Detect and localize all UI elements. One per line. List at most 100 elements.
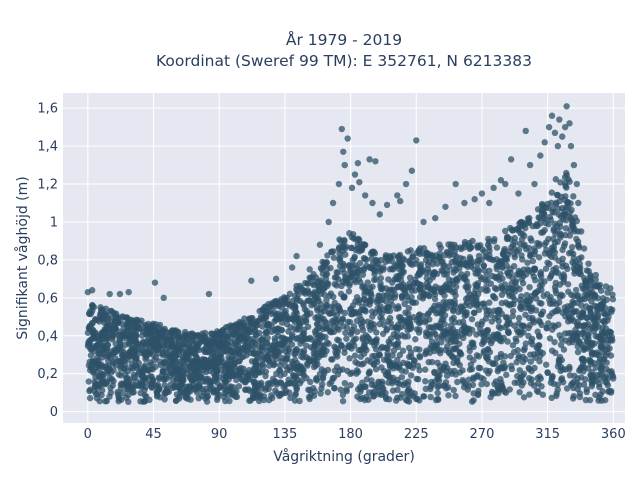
data-point (363, 376, 371, 383)
data-point (386, 293, 393, 301)
data-point (126, 341, 133, 348)
data-point (574, 322, 581, 329)
data-point (398, 367, 405, 374)
data-point (573, 308, 580, 315)
outlier-point (116, 290, 124, 298)
x-tick-label: 225 (404, 427, 429, 442)
data-point (94, 357, 101, 365)
data-point (125, 352, 132, 360)
data-point (428, 342, 435, 350)
outlier-point (570, 161, 578, 169)
data-point (85, 310, 93, 317)
data-point (318, 381, 326, 388)
data-point (491, 380, 498, 388)
outlier-point (272, 275, 280, 283)
data-point (557, 179, 564, 186)
data-point (217, 366, 225, 374)
data-point (493, 331, 501, 338)
data-point (604, 374, 612, 382)
data-point (405, 310, 412, 317)
data-point (293, 326, 301, 333)
data-point (396, 351, 404, 359)
data-point (314, 351, 321, 359)
data-point (369, 353, 376, 360)
outlier-point (306, 266, 313, 273)
data-point (179, 377, 186, 385)
data-point (537, 219, 544, 227)
data-point (560, 271, 567, 278)
data-point (241, 315, 248, 322)
data-point (531, 364, 538, 372)
data-point (586, 325, 594, 333)
outlier-point (351, 171, 359, 178)
data-point (535, 242, 543, 249)
data-point (598, 362, 605, 369)
data-point (376, 351, 383, 359)
data-point (541, 226, 548, 234)
data-point (473, 352, 481, 359)
data-point (588, 298, 595, 305)
data-point (448, 353, 456, 360)
data-point (571, 261, 578, 268)
data-point (582, 376, 589, 383)
outlier-point (340, 148, 347, 155)
data-point (429, 381, 436, 388)
data-point (291, 391, 299, 399)
data-point (596, 281, 604, 289)
data-point (122, 335, 129, 342)
data-point (486, 247, 493, 255)
data-point (161, 381, 168, 389)
data-point (165, 352, 172, 359)
data-point (344, 367, 351, 375)
data-point (132, 332, 139, 339)
data-point (506, 386, 513, 393)
data-point (372, 256, 380, 264)
data-point (416, 346, 423, 353)
data-point (376, 293, 383, 300)
data-point (363, 256, 370, 263)
data-point (482, 287, 490, 294)
data-point (446, 252, 453, 259)
data-point (427, 393, 434, 401)
data-point (515, 225, 522, 232)
data-point (552, 176, 560, 183)
data-point (94, 316, 101, 324)
data-point (468, 365, 476, 373)
data-point (125, 324, 133, 332)
data-point (356, 259, 364, 267)
data-point (385, 338, 392, 345)
data-point (558, 376, 565, 383)
data-point (229, 391, 236, 398)
data-point (512, 335, 519, 342)
data-point (191, 370, 198, 378)
data-point (330, 248, 337, 255)
data-point (457, 255, 464, 262)
data-point (239, 376, 246, 384)
data-point (300, 289, 307, 296)
data-point (565, 250, 573, 257)
data-point (577, 271, 585, 278)
data-point (265, 385, 272, 393)
data-point (431, 295, 439, 303)
data-point (516, 367, 523, 374)
data-point (173, 378, 180, 386)
outlier-point (573, 180, 581, 188)
data-point (272, 387, 279, 394)
data-point (323, 302, 330, 309)
data-point (226, 356, 233, 364)
data-point (196, 332, 203, 340)
data-point (330, 254, 338, 261)
data-point (233, 327, 240, 334)
data-point (530, 265, 538, 273)
data-point (147, 338, 154, 346)
data-point (529, 314, 536, 322)
data-point (398, 332, 406, 339)
data-point (296, 397, 303, 405)
data-point (429, 255, 436, 262)
data-point (195, 394, 202, 402)
data-point (460, 334, 467, 342)
data-point (452, 392, 459, 400)
data-point (407, 388, 415, 396)
data-point (434, 334, 441, 341)
data-point (525, 244, 533, 252)
